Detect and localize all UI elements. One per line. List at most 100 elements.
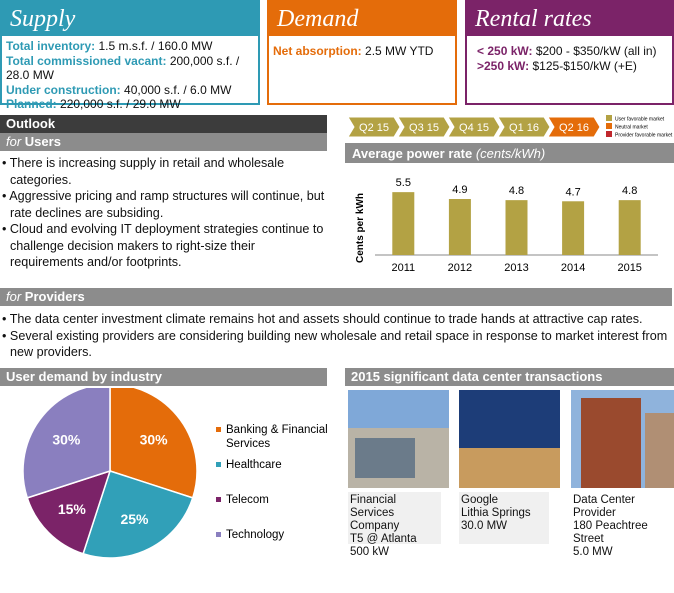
x-tick-label: 2015 xyxy=(617,262,641,274)
caption-line: Google xyxy=(461,494,499,506)
chart-title-text: Average power rate xyxy=(352,146,472,161)
users-prefix: for xyxy=(6,134,22,149)
legend-swatch xyxy=(216,497,221,502)
building-3b xyxy=(645,413,674,488)
users-heading-text: Users xyxy=(24,134,61,149)
bar xyxy=(618,200,641,255)
quarter-chevron xyxy=(547,116,601,138)
providers-heading-text: Providers xyxy=(24,289,85,304)
item-row: >250 kW: $125-$150/kW (+E) xyxy=(477,59,668,74)
bullet: • There is increasing supply in retail a… xyxy=(2,156,285,187)
chart-subtitle: (cents/kWh) xyxy=(476,146,545,161)
item-value: 200,000 s.f. / 28.0 MW xyxy=(6,53,240,83)
quarter-label: Q1 16 xyxy=(509,122,539,134)
legend-swatch xyxy=(216,532,221,537)
bar xyxy=(392,192,415,255)
bullet: • Aggressive pricing and ramp structures… xyxy=(2,189,325,220)
value-label: 4.7 xyxy=(565,186,580,198)
quarter-chevron xyxy=(497,116,551,138)
bar xyxy=(505,200,528,255)
caption-line: T5 @ Atlanta xyxy=(350,533,417,545)
providers-prefix: for xyxy=(6,289,22,304)
users-bullets: • There is increasing supply in retail a… xyxy=(2,155,330,271)
legend-swatch xyxy=(606,115,612,121)
quarter-chevron xyxy=(347,116,401,138)
item-row: Under construction: 40,000 s.f. / 6.0 MW xyxy=(6,83,254,98)
quarter-chevron xyxy=(397,116,451,138)
bullet: • Cloud and evolving IT deployment strat… xyxy=(2,222,324,269)
bullet-text: The data center investment climate remai… xyxy=(9,312,643,326)
legend-swatch xyxy=(216,427,221,432)
transaction-caption: Financial Services Company T5 @ Atlanta 500… xyxy=(348,492,441,558)
value-label: 4.8 xyxy=(622,185,637,197)
item-value: 220,000 s.f. / 29.0 MW xyxy=(60,97,181,111)
legend-label: Healthcare xyxy=(226,459,282,471)
legend-label: Neutral market xyxy=(615,125,648,131)
legend-label: User favorable market xyxy=(615,117,665,123)
quarter-label: Q2 16 xyxy=(559,122,589,134)
users-heading: for Users xyxy=(0,133,327,151)
item-value: 40,000 s.f. / 6.0 MW xyxy=(124,82,232,97)
building-3 xyxy=(581,398,641,488)
legend-swatch xyxy=(216,462,221,467)
legend-swatch xyxy=(606,131,612,137)
transaction-caption: Google Lithia Springs 30.0 MW xyxy=(459,492,549,544)
item-row: Total inventory: 1.5 m.s.f. / 160.0 MW xyxy=(6,39,254,54)
supply-box: Supply Total inventory: 1.5 m.s.f. / 160… xyxy=(0,0,260,111)
industry-pie: 30% 25% 15% 30% Banking & Financial Services H… xyxy=(22,388,328,559)
legend-swatch xyxy=(606,123,612,129)
providers-heading: for Providers xyxy=(0,288,672,306)
slice-label: 15% xyxy=(58,501,87,517)
rental-items: < 250 kW: $200 - $350/kW (all in) >250 kW… xyxy=(467,36,672,76)
bullet-text: Cloud and evolving IT deployment strateg… xyxy=(9,222,324,269)
item-value: $125-$150/kW (+E) xyxy=(532,58,637,73)
slice-label: 30% xyxy=(140,431,169,447)
item-label: >250 kW: xyxy=(477,58,530,73)
caption-line: Data Center Provider xyxy=(573,494,636,519)
item-label: Under construction: xyxy=(6,82,121,97)
demand-box: Demand Net absorption: 2.5 MW YTD xyxy=(267,0,457,105)
legend-line: Banking & Financial xyxy=(226,424,328,436)
building-2 xyxy=(459,448,560,488)
quarter-label: Q3 15 xyxy=(409,122,439,134)
caption-line: 30.0 MW xyxy=(461,520,508,532)
pie-slice xyxy=(82,470,194,559)
bullet-text: There is increasing supply in retail and… xyxy=(9,156,285,187)
value-label: 5.5 xyxy=(396,177,411,189)
caption-line: 5.0 MW xyxy=(573,546,613,558)
transaction-caption: Data Center Provider 180 Peachtree Street… xyxy=(571,492,674,558)
bullet-text: Several existing providers are consideri… xyxy=(9,328,668,360)
legend-label: Technology xyxy=(226,529,284,541)
bullet-text: Aggressive pricing and ramp structures w… xyxy=(9,189,325,220)
legend-line: Services xyxy=(226,438,270,450)
bullet: • The data center investment climate rem… xyxy=(2,312,643,326)
demand-title: Demand xyxy=(269,2,455,36)
item-label: Planned: xyxy=(6,97,57,111)
power-rate-panel: Average power rate (cents/kWh) Cents per… xyxy=(345,115,674,274)
item-value: 2.5 MW YTD xyxy=(365,44,434,58)
caption-line: Company xyxy=(350,520,400,532)
rental-box: Rental rates < 250 kW: $200 - $350/kW (a… xyxy=(465,0,674,105)
quarter-label: Q2 15 xyxy=(359,122,389,134)
transactions-title: 2015 significant data center transaction… xyxy=(345,368,674,386)
item-label: Net absorption: xyxy=(273,44,362,58)
caption-line: Lithia Springs xyxy=(461,507,531,519)
window-1 xyxy=(355,438,415,478)
value-label: 4.8 xyxy=(509,185,524,197)
legend-label: Provider favorable market xyxy=(615,133,673,139)
demand-items: Net absorption: 2.5 MW YTD xyxy=(269,36,455,62)
y-axis-label: Cents per kWh xyxy=(355,193,366,263)
item-value: 1.5 m.s.f. / 160.0 MW xyxy=(98,39,213,53)
item-row: Net absorption: 2.5 MW YTD xyxy=(273,44,451,59)
bullet: • Several existing providers are conside… xyxy=(2,328,668,360)
pie-slice xyxy=(109,388,198,499)
pie-slice xyxy=(22,388,111,499)
supply-title: Supply xyxy=(2,2,258,36)
legend-label: Telecom xyxy=(226,494,269,506)
quarter-chevron xyxy=(447,116,501,138)
x-tick-label: 2013 xyxy=(504,262,528,274)
slice-label: 25% xyxy=(120,511,149,527)
chart-title: Average power rate (cents/kWh) xyxy=(352,146,545,161)
chart-header xyxy=(345,143,674,163)
